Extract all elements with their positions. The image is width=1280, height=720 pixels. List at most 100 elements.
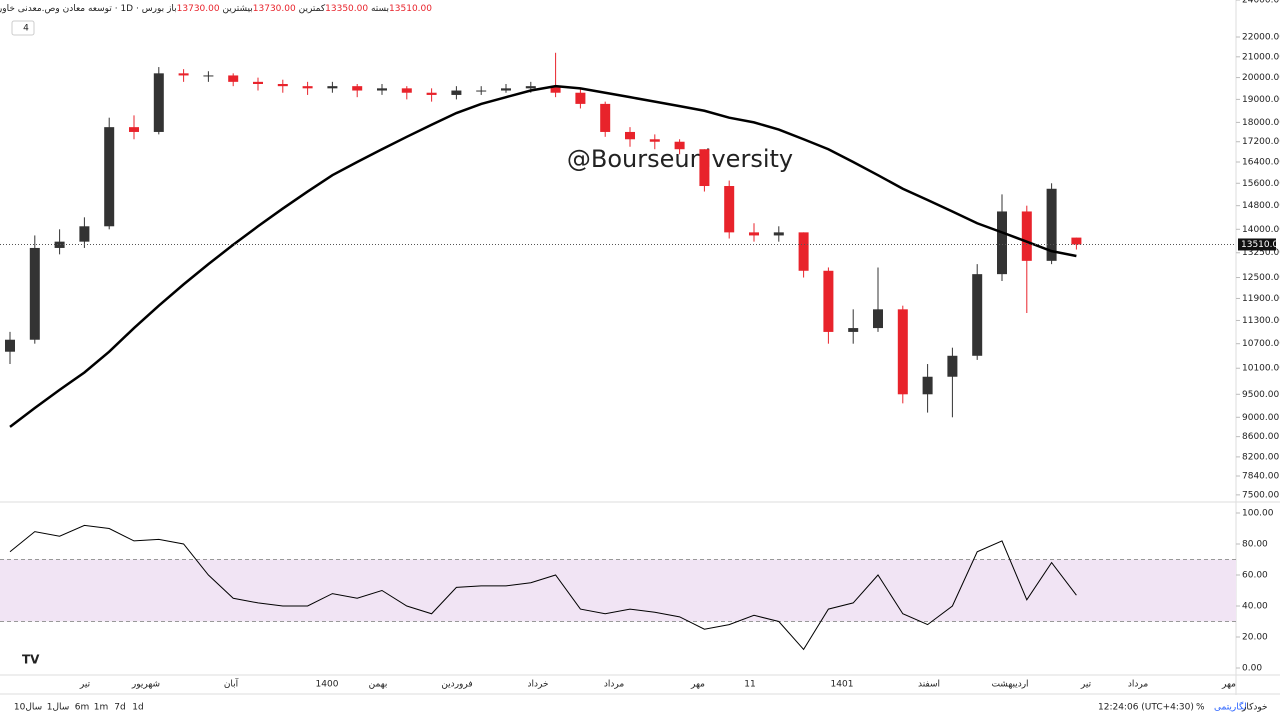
candle-body	[897, 309, 908, 395]
y-tick-label: 13250.00	[1242, 248, 1280, 258]
y-tick-label: 22000.00	[1242, 33, 1280, 43]
x-tick-label: خرداد	[527, 680, 548, 690]
low-label: کمترین	[298, 4, 326, 14]
range-button[interactable]: 1m	[94, 703, 109, 713]
candle-body	[873, 309, 883, 329]
y-tick-label: 24000.00	[1242, 0, 1280, 6]
candle-body	[1021, 211, 1032, 261]
header: 13510.00بسته 13350.00کمترین 13730.00بیشت…	[0, 4, 432, 14]
candle-body	[674, 141, 685, 150]
auto-toggle[interactable]: خودکار	[1241, 703, 1268, 713]
y-tick-label: 9000.00	[1242, 413, 1279, 423]
y-tick-label: 10700.00	[1242, 339, 1280, 349]
low-value: 13350.00	[325, 4, 369, 14]
y-tick-label: 12500.00	[1242, 273, 1280, 283]
clock: 12:24:06 (UTC+4:30)	[1098, 703, 1194, 713]
candle-body	[29, 247, 40, 340]
candle-body	[699, 149, 710, 187]
candle-body	[302, 86, 313, 89]
candle-body	[5, 339, 15, 352]
y-tick-label: 0.00	[1242, 664, 1262, 674]
range-button[interactable]: 1سال	[47, 703, 70, 713]
open-label: باز	[167, 4, 177, 14]
last-price-label: 13510.00	[1241, 240, 1280, 250]
y-tick-label: 19000.00	[1242, 95, 1280, 105]
range-button[interactable]: 7d	[114, 703, 125, 713]
y-tick-label: 80.00	[1242, 540, 1268, 550]
x-tick-label: مهر	[690, 680, 705, 690]
y-tick-label: 10100.00	[1242, 364, 1280, 374]
exchange: بورس	[141, 4, 165, 14]
high-value: 13730.00	[252, 4, 296, 14]
candle-body	[575, 92, 586, 104]
range-button[interactable]: 1d	[132, 703, 143, 713]
y-tick-label: 15600.00	[1242, 179, 1280, 189]
y-tick-label: 21000.00	[1242, 52, 1280, 62]
percent-toggle[interactable]: %	[1196, 703, 1205, 713]
candle-body	[476, 90, 487, 92]
y-tick-label: 18000.00	[1242, 118, 1280, 128]
candle-body	[749, 232, 759, 236]
candle-body	[649, 139, 660, 142]
candle-body	[600, 103, 611, 132]
x-tick-label: بهمن	[369, 680, 388, 690]
log-toggle[interactable]: لگاریتمی	[1214, 701, 1247, 713]
y-tick-label: 16400.00	[1242, 158, 1280, 168]
y-tick-label: 14000.00	[1242, 225, 1280, 235]
candle-body	[451, 90, 462, 95]
last-price-box	[1238, 238, 1276, 251]
candle-body	[178, 73, 189, 76]
y-tick-label: 20000.00	[1242, 73, 1280, 83]
x-tick-label: آبان	[224, 678, 239, 690]
candle-body	[798, 232, 809, 271]
candle-body	[54, 241, 65, 248]
candle-body	[525, 86, 536, 89]
symbol-title: توسعه معادن وص.معدنی خاورمیانه	[0, 4, 112, 14]
y-tick-label: 60.00	[1242, 571, 1268, 581]
candle-body	[129, 127, 139, 132]
x-tick-label: تیر	[1080, 680, 1092, 690]
candle-body	[997, 211, 1007, 275]
candle-body	[1071, 237, 1082, 245]
candle-body	[203, 75, 214, 77]
candle-body	[823, 270, 834, 332]
candle-body	[625, 131, 635, 140]
rsi-line	[9, 524, 1077, 651]
candle-body	[426, 92, 437, 95]
y-tick-label: 14800.00	[1242, 201, 1280, 211]
candle-body	[922, 376, 933, 395]
candle-body	[972, 274, 983, 356]
y-tick-label: 11300.00	[1242, 316, 1280, 326]
y-tick-label: 100.00	[1242, 509, 1274, 519]
y-tick-label: 11900.00	[1242, 294, 1280, 304]
candle-body	[377, 88, 387, 91]
candle-body	[401, 88, 412, 93]
candle-body	[724, 186, 735, 233]
x-tick-label: اسفند	[918, 680, 940, 690]
candle-body	[501, 88, 511, 91]
candle-body	[79, 226, 90, 242]
x-tick-label: 1400	[316, 680, 339, 690]
candle-body	[773, 232, 784, 236]
candle-body	[352, 86, 363, 91]
x-tick-label: 11	[744, 680, 755, 690]
candle-body	[947, 355, 958, 377]
range-button[interactable]: 6m	[75, 703, 90, 713]
indicator-count[interactable]: 4	[23, 24, 29, 34]
x-tick-label: فروردین	[441, 680, 472, 690]
candle-body	[277, 83, 288, 87]
close-label: بسته	[370, 4, 390, 14]
close-value: 13510.00	[389, 4, 432, 14]
candle-body	[1046, 188, 1057, 261]
range-button[interactable]: 10سال	[14, 703, 42, 713]
y-tick-label: 7500.00	[1242, 490, 1279, 500]
y-tick-label: 8200.00	[1242, 452, 1279, 462]
candle-body	[550, 86, 561, 93]
logo: TV	[22, 653, 40, 667]
y-tick-label: 7840.00	[1242, 472, 1279, 482]
y-tick-label: 17200.00	[1242, 137, 1280, 147]
indicator-toggle[interactable]	[11, 20, 35, 36]
x-tick-label: 1401	[831, 680, 854, 690]
